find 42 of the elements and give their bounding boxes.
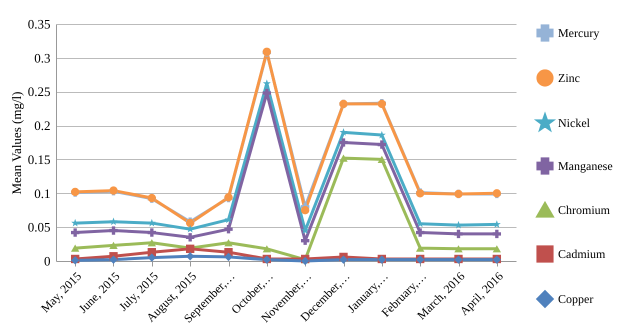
y-tick-label: 0.05 [28, 220, 50, 235]
y-tick-label: 0.25 [28, 84, 50, 100]
y-tick-label: 0 [44, 254, 50, 268]
point [416, 244, 424, 252]
point [262, 245, 272, 252]
y-tick-label: 0.2 [34, 118, 50, 134]
point [186, 233, 194, 242]
point [454, 230, 463, 238]
point [262, 79, 271, 87]
point [70, 244, 80, 252]
point [339, 154, 348, 162]
point [340, 128, 348, 136]
point [109, 242, 118, 250]
point [70, 228, 80, 237]
point [224, 239, 233, 246]
point [416, 220, 424, 228]
y-tick-label: 0.35 [28, 16, 50, 32]
y-axis-title: Mean Values (mg/l) [8, 91, 24, 195]
legend-label: Nickel [558, 116, 591, 130]
y-tick-label: 0.3 [34, 50, 50, 66]
point [300, 206, 310, 214]
point [492, 245, 502, 252]
point [110, 218, 118, 226]
legend-label: Cadmium [558, 247, 606, 261]
legend-label: Chromium [558, 203, 611, 217]
legend-label: Zinc [558, 71, 580, 85]
point [492, 230, 502, 238]
legend-label: Mercury [558, 26, 600, 40]
point [416, 228, 424, 237]
y-tick-label: 0.1 [34, 186, 50, 201]
point [148, 239, 156, 246]
point [224, 252, 233, 262]
legend-label: Copper [558, 292, 594, 306]
point [378, 140, 386, 149]
legend-label: Manganese [558, 159, 613, 173]
point [339, 255, 348, 264]
point [224, 224, 233, 234]
point [109, 255, 118, 264]
point [378, 156, 386, 164]
point [148, 228, 156, 237]
point [454, 245, 463, 252]
y-tick-label: 0.15 [28, 152, 50, 167]
